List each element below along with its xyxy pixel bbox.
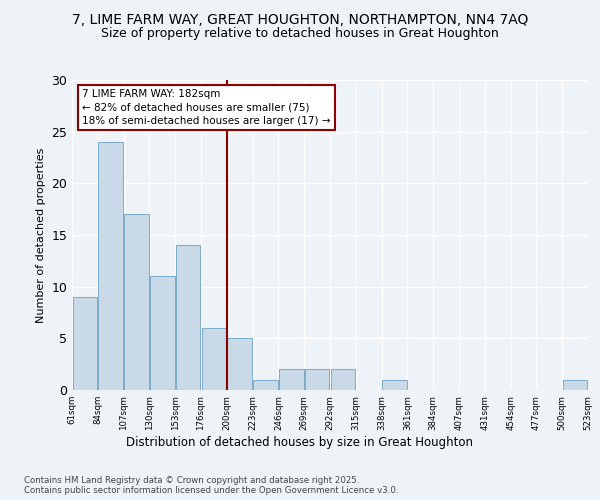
Text: Contains HM Land Registry data © Crown copyright and database right 2025.
Contai: Contains HM Land Registry data © Crown c… [24,476,398,495]
Bar [382,380,407,390]
Bar [563,380,587,390]
Text: 7 LIME FARM WAY: 182sqm
← 82% of detached houses are smaller (75)
18% of semi-de: 7 LIME FARM WAY: 182sqm ← 82% of detache… [82,90,331,126]
Bar [73,297,97,390]
Bar [253,380,278,390]
Bar [279,370,304,390]
Bar [176,246,200,390]
Bar [98,142,123,390]
Bar [150,276,175,390]
Bar [202,328,226,390]
Text: Size of property relative to detached houses in Great Houghton: Size of property relative to detached ho… [101,28,499,40]
Bar [227,338,252,390]
Text: Distribution of detached houses by size in Great Houghton: Distribution of detached houses by size … [127,436,473,449]
Text: 7, LIME FARM WAY, GREAT HOUGHTON, NORTHAMPTON, NN4 7AQ: 7, LIME FARM WAY, GREAT HOUGHTON, NORTHA… [72,12,528,26]
Y-axis label: Number of detached properties: Number of detached properties [36,148,46,322]
Bar [331,370,355,390]
Bar [124,214,149,390]
Bar [305,370,329,390]
